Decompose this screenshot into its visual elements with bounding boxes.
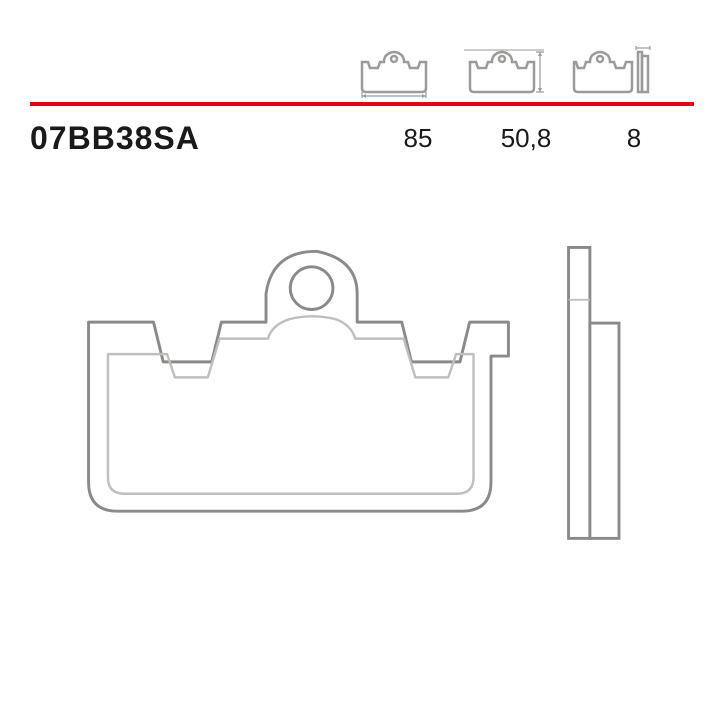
height-value: 50,8 bbox=[496, 123, 556, 154]
thickness-value: 8 bbox=[604, 123, 664, 154]
brake-pad-diagram bbox=[55, 230, 670, 550]
height-dim-icon bbox=[458, 42, 546, 98]
product-spec-card: 07BB38SA 85 50,8 8 bbox=[0, 0, 724, 724]
front-view bbox=[89, 251, 509, 511]
spec-row: 07BB38SA 85 50,8 8 bbox=[30, 120, 694, 157]
width-value: 85 bbox=[388, 123, 448, 154]
divider-line bbox=[30, 102, 694, 106]
side-view bbox=[569, 247, 619, 538]
thickness-dim-icon bbox=[566, 42, 654, 98]
dimension-values: 85 50,8 8 bbox=[388, 123, 694, 154]
part-number: 07BB38SA bbox=[30, 120, 200, 157]
dimension-icons-row bbox=[350, 42, 654, 98]
width-dim-icon bbox=[350, 42, 438, 98]
